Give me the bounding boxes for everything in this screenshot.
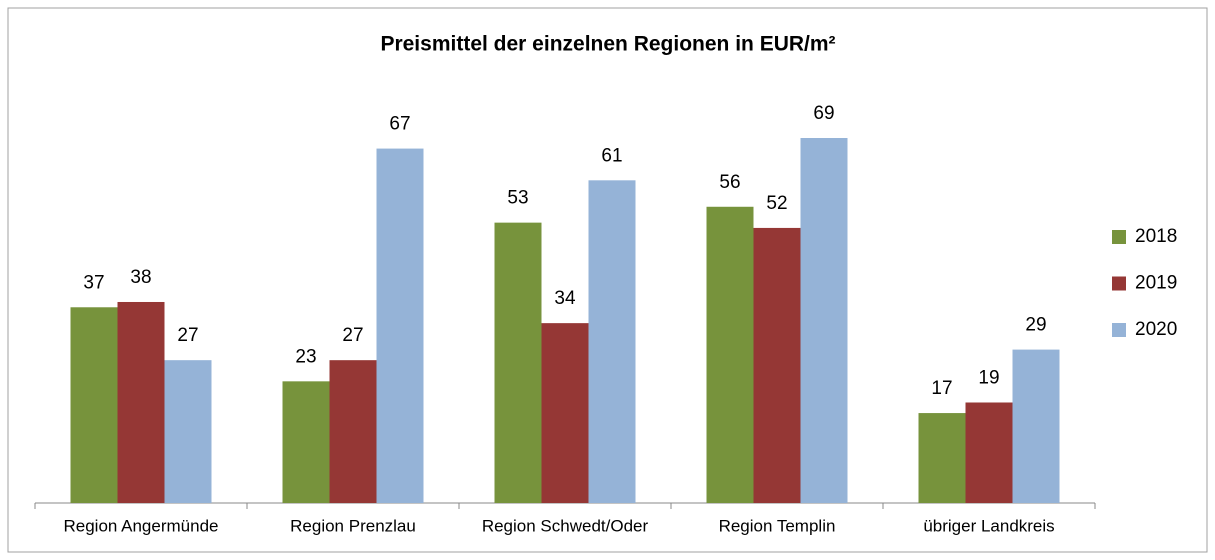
x-tick-label: Region Schwedt/Oder	[482, 516, 649, 535]
legend-label: 2020	[1135, 319, 1177, 340]
bar	[918, 413, 966, 503]
value-label: 56	[719, 172, 740, 193]
bar	[494, 222, 542, 503]
bar	[588, 180, 636, 503]
bar	[329, 360, 377, 503]
bar	[800, 138, 848, 503]
bar	[753, 227, 801, 503]
bar	[376, 148, 424, 503]
x-tick-label: übriger Landkreis	[923, 516, 1054, 535]
bar	[706, 206, 754, 503]
value-label: 37	[83, 272, 104, 293]
legend-label: 2019	[1135, 273, 1177, 294]
bar	[117, 301, 165, 503]
value-label: 52	[766, 193, 787, 214]
legend-swatch	[1112, 230, 1126, 244]
value-label: 69	[813, 103, 834, 124]
value-label: 29	[1025, 315, 1046, 336]
bar	[965, 402, 1013, 503]
legend-swatch	[1112, 323, 1126, 337]
bar	[1012, 349, 1060, 503]
x-tick-label: Region Angermünde	[63, 516, 218, 535]
value-label: 19	[978, 368, 999, 389]
value-label: 27	[177, 325, 198, 346]
bar	[541, 323, 589, 503]
value-label: 38	[130, 267, 151, 288]
value-label: 27	[342, 325, 363, 346]
value-label: 61	[601, 145, 622, 166]
value-label: 53	[507, 188, 528, 209]
value-label: 17	[931, 378, 952, 399]
x-tick-label: Region Prenzlau	[290, 516, 416, 535]
value-label: 23	[295, 346, 316, 367]
value-label: 34	[554, 288, 576, 309]
bar	[282, 381, 330, 503]
bar	[164, 360, 212, 503]
x-tick-label: Region Templin	[719, 516, 836, 535]
legend-label: 2018	[1135, 226, 1177, 247]
legend-swatch	[1112, 276, 1126, 291]
bar	[70, 307, 118, 503]
chart-title: Preismittel der einzelnen Regionen in EU…	[380, 33, 835, 56]
value-label: 67	[389, 114, 410, 135]
